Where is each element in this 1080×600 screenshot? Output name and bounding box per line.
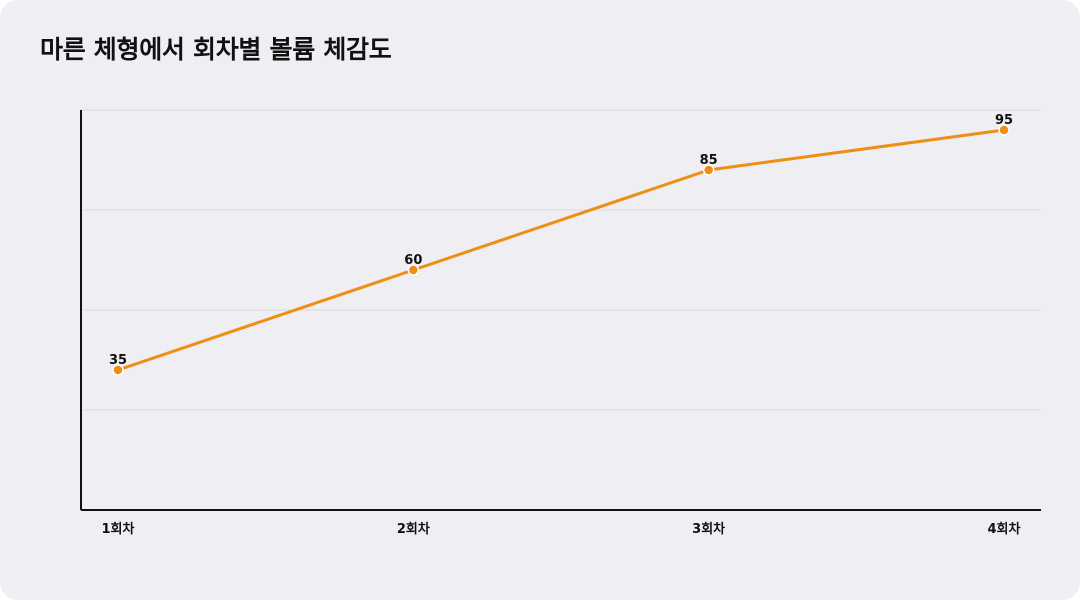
data-point[interactable] bbox=[112, 364, 124, 376]
data-point[interactable] bbox=[407, 264, 420, 276]
x-tick-labels: 1회차 2회차 3회차 4회차 bbox=[102, 521, 1021, 537]
data-labels: 35 60 85 95 bbox=[109, 113, 1013, 368]
axes bbox=[80, 110, 1041, 511]
chart-title: 마른 체형에서 회차별 볼륨 체감도 bbox=[40, 35, 392, 64]
x-tick-label: 3회차 bbox=[692, 521, 725, 537]
data-label: 95 bbox=[995, 113, 1013, 128]
data-label: 60 bbox=[404, 253, 422, 268]
data-point[interactable] bbox=[702, 164, 715, 176]
x-tick-label: 2회차 bbox=[397, 521, 430, 537]
x-tick-label: 4회차 bbox=[988, 521, 1021, 537]
gridlines bbox=[81, 109, 1041, 411]
data-point[interactable] bbox=[998, 124, 1010, 136]
series bbox=[112, 124, 1010, 376]
series-line bbox=[116, 128, 1006, 372]
x-tick-label: 1회차 bbox=[102, 521, 135, 537]
data-label: 35 bbox=[109, 353, 127, 368]
data-label: 85 bbox=[700, 153, 718, 168]
